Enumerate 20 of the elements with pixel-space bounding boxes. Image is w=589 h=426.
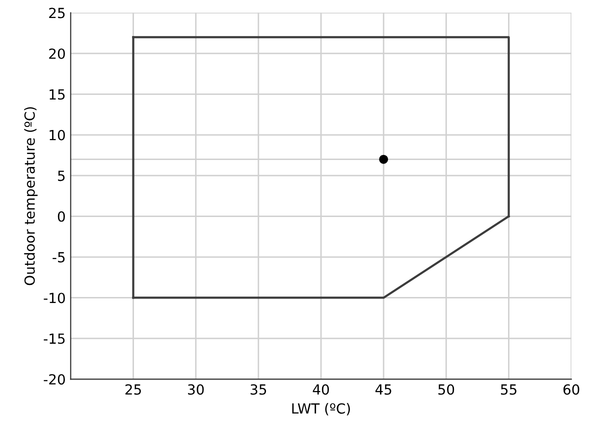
y-tick-label: 15 [50, 89, 65, 100]
x-tick-label: 50 [438, 384, 454, 395]
x-tick-label: 25 [125, 384, 141, 395]
x-tick-label: 40 [312, 384, 329, 395]
x-tick-label: 60 [563, 384, 580, 395]
y-tick-label: -5 [52, 252, 65, 262]
x-tick-label: 30 [188, 384, 204, 395]
y-tick-label: -10 [44, 292, 65, 304]
x-tick-label: 55 [500, 384, 516, 395]
x-axis-title: LWT (ºC) [292, 403, 350, 416]
y-tick-label: 10 [50, 130, 65, 140]
y-tick-label: 5 [58, 170, 65, 182]
y-tick-label: 20 [49, 48, 65, 59]
y-axis-title: Outdoor temperature (ºC) [24, 107, 38, 286]
y-tick-label: 0 [58, 211, 65, 222]
y-tick-label: -20 [44, 374, 65, 385]
x-tick-label: 45 [375, 384, 392, 395]
x-tick-label: 35 [250, 384, 266, 395]
y-tick-label: 25 [49, 8, 65, 18]
y-tick-label: -15 [44, 334, 65, 344]
